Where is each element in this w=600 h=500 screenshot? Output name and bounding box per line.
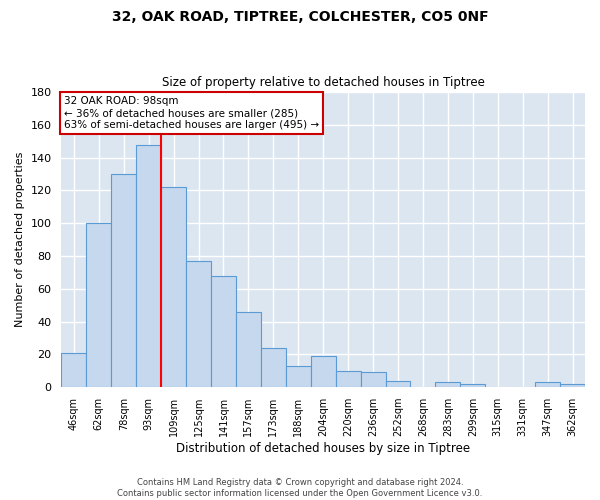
Bar (161, 187, 186, 387)
Bar (186, 261, 211, 387)
Bar (61, 353, 86, 387)
Bar (386, 380, 410, 387)
Bar (311, 356, 335, 387)
Bar (560, 384, 585, 387)
Bar (361, 372, 386, 387)
X-axis label: Distribution of detached houses by size in Tiptree: Distribution of detached houses by size … (176, 442, 470, 455)
Bar (86, 223, 111, 387)
Y-axis label: Number of detached properties: Number of detached properties (15, 152, 25, 328)
Bar (236, 312, 261, 387)
Bar (136, 144, 161, 387)
Text: Contains HM Land Registry data © Crown copyright and database right 2024.
Contai: Contains HM Land Registry data © Crown c… (118, 478, 482, 498)
Bar (335, 371, 361, 387)
Bar (211, 276, 236, 387)
Bar (111, 174, 136, 387)
Text: 32, OAK ROAD, TIPTREE, COLCHESTER, CO5 0NF: 32, OAK ROAD, TIPTREE, COLCHESTER, CO5 0… (112, 10, 488, 24)
Bar (286, 366, 311, 387)
Bar (535, 382, 560, 387)
Title: Size of property relative to detached houses in Tiptree: Size of property relative to detached ho… (162, 76, 485, 90)
Bar (436, 382, 460, 387)
Bar (460, 384, 485, 387)
Bar (261, 348, 286, 387)
Text: 32 OAK ROAD: 98sqm
← 36% of detached houses are smaller (285)
63% of semi-detach: 32 OAK ROAD: 98sqm ← 36% of detached hou… (64, 96, 319, 130)
